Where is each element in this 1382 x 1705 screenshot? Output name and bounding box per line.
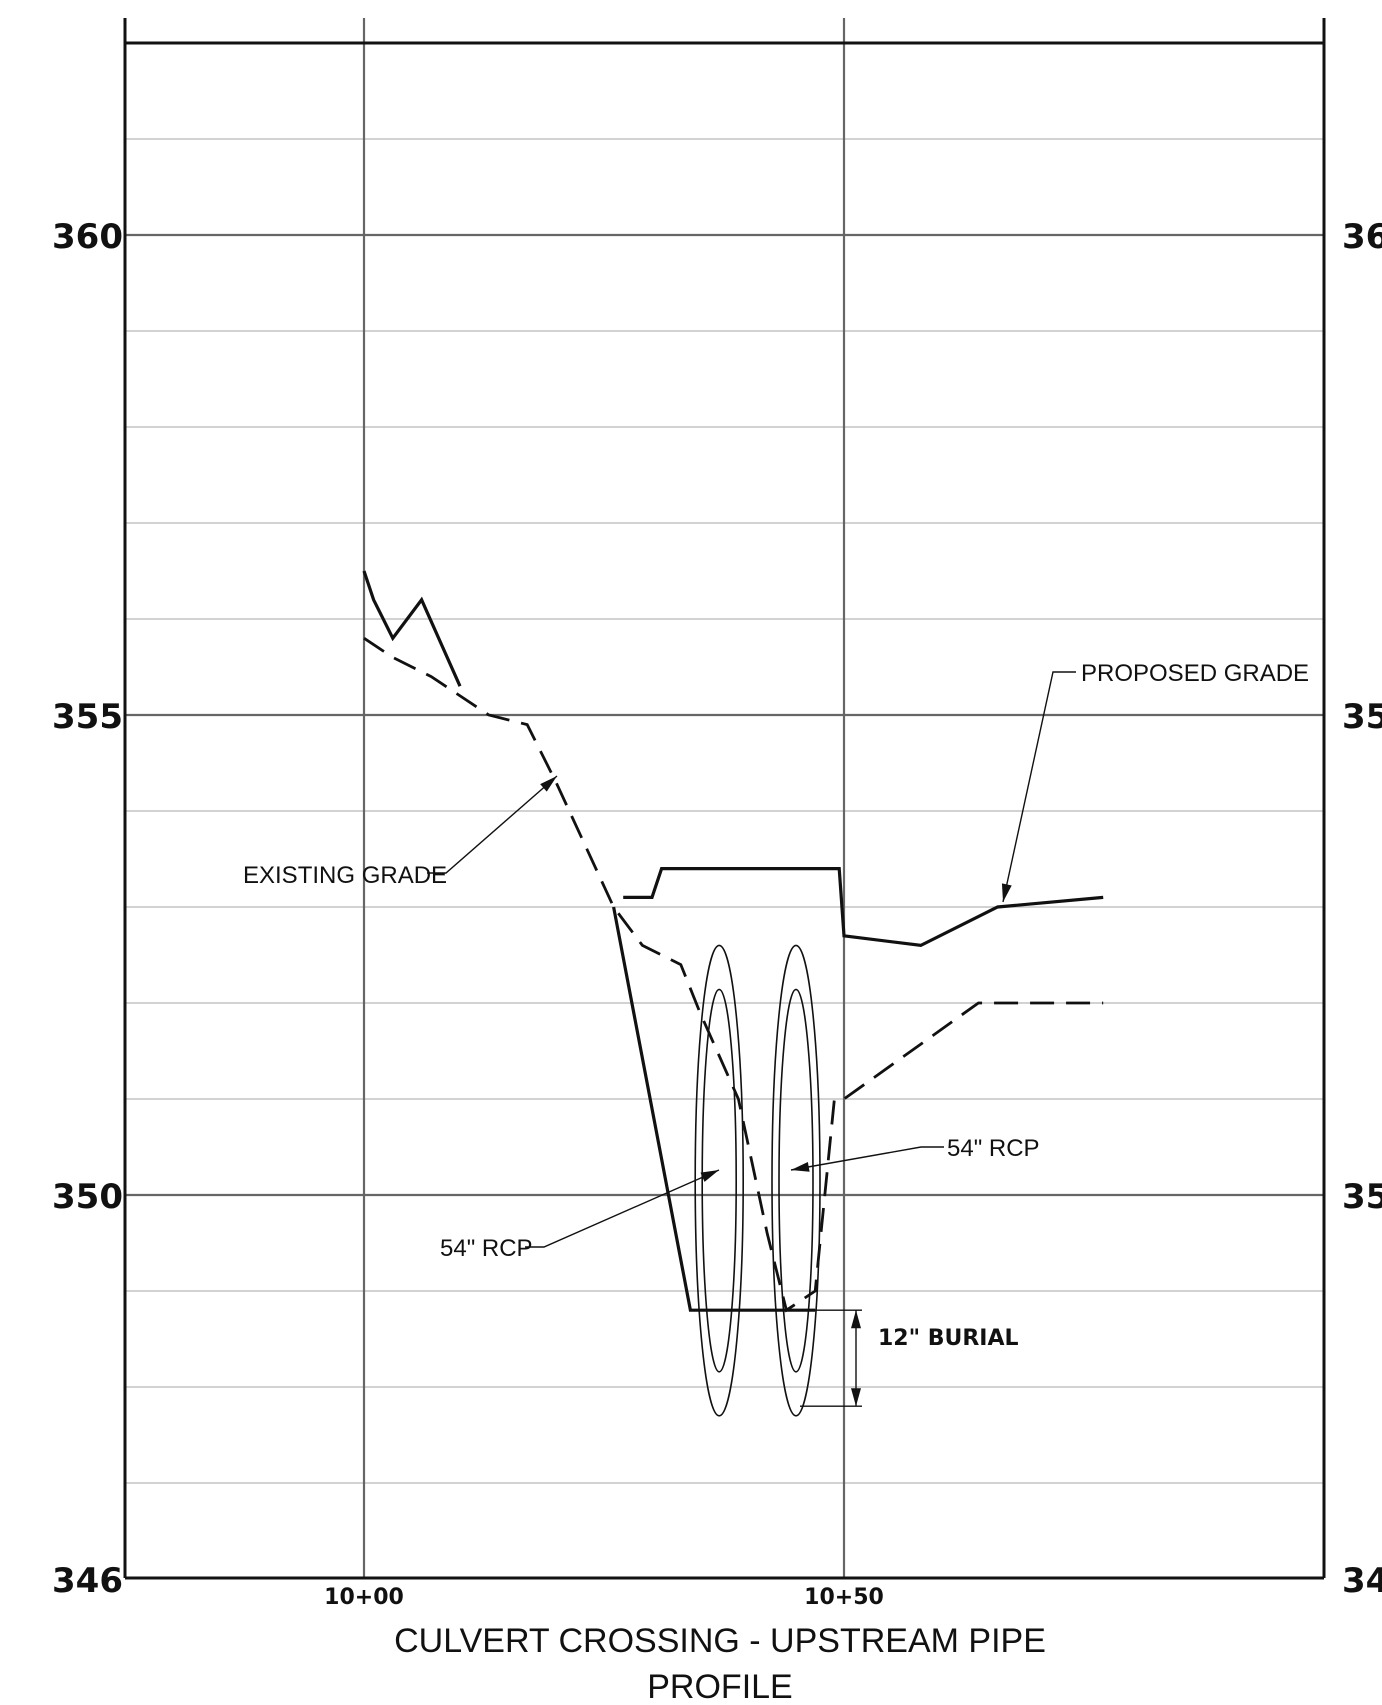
elev-label-right-350: 350 [1342, 1177, 1382, 1217]
pipe-sections [694, 944, 821, 1417]
proposed-grade-line-2 [623, 866, 1104, 948]
elev-label-left-346: 346 [52, 1561, 123, 1601]
existing-grade-leader [427, 775, 558, 874]
proposed-grade-line-1 [362, 570, 462, 687]
elev-label-left-355: 355 [52, 697, 123, 737]
existing-grade-label: EXISTING GRADE [243, 862, 447, 889]
pipe-left-leader [525, 1169, 720, 1248]
pipe-left-label: 54" RCP [440, 1235, 533, 1262]
pipe-right-label: 54" RCP [947, 1135, 1040, 1162]
minor-gridlines [125, 42, 1324, 1484]
grade-lines [362, 570, 1104, 1313]
burial-dim-arrow-down [851, 1388, 861, 1407]
elev-label-right-360: 360 [1342, 217, 1382, 257]
proposed-grade-leader-arrowhead [1001, 883, 1012, 902]
proposed-grade-label: PROPOSED GRADE [1081, 660, 1309, 687]
pipe-1-inner-wall [701, 988, 738, 1373]
burial-dimension-label: 12" BURIAL [878, 1326, 1019, 1351]
major-gridlines [125, 18, 1324, 1578]
plot-frame [123, 18, 1326, 1580]
existing-grade-leader-arrowhead [540, 776, 557, 792]
burial-dim-arrow-up [851, 1310, 861, 1329]
pipe-left-leader-arrowhead [700, 1170, 719, 1182]
pipe-right-leader-arrowhead [791, 1161, 810, 1172]
existing-grade-line [363, 637, 1104, 1313]
title-line-2: PROFILE [647, 1668, 792, 1705]
station-label-10-00: 10+00 [324, 1585, 404, 1610]
pipe-2-outer-wall [771, 944, 821, 1417]
elev-label-right-355: 355 [1342, 697, 1382, 737]
elev-label-left-360: 360 [52, 217, 123, 257]
pipe-right-leader [790, 1146, 944, 1171]
proposed-grade-line-3 [612, 906, 816, 1312]
elev-label-left-350: 350 [52, 1177, 123, 1217]
station-label-10-50: 10+50 [804, 1585, 884, 1610]
elev-label-right-346: 346 [1342, 1561, 1382, 1601]
pipe-2-inner-wall [778, 988, 814, 1373]
proposed-grade-leader [1002, 671, 1076, 903]
title-line-1: CULVERT CROSSING - UPSTREAM PIPE [394, 1622, 1046, 1660]
callout-leaders [427, 671, 1076, 1407]
